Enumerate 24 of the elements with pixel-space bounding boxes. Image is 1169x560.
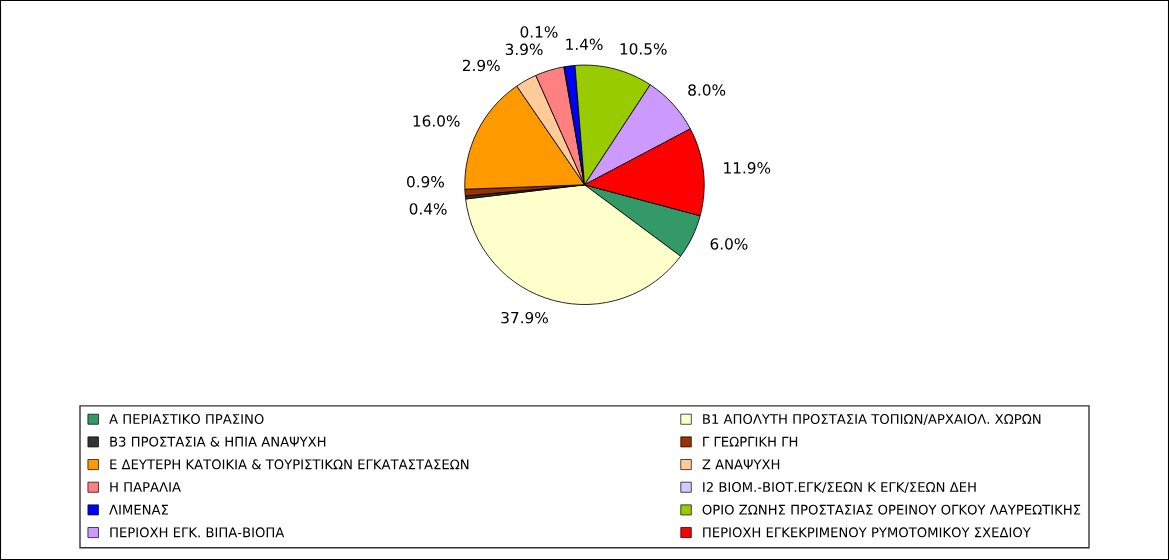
data-label: 0.9% bbox=[407, 175, 444, 188]
legend-label: Ι2 ΒΙΟΜ.-ΒΙΟΤ.ΕΓΚ/ΣΕΩΝ Κ ΕΓΚ/ΣΕΩΝ ΔΕΗ bbox=[703, 482, 976, 494]
data-label: 11.9% bbox=[724, 162, 771, 174]
data-label: 0.4% bbox=[409, 203, 447, 215]
data-label: 0.1% bbox=[520, 26, 558, 38]
legend-label: ΛΙΜΕΝΑΣ bbox=[109, 504, 169, 515]
legend-label: Ζ ΑΝΑΨΥΧΗ bbox=[702, 459, 780, 470]
legend-label: Β1 ΑΠΟΛΥΤΗ ΠΡΟΣΤΑΣΙΑ ΤΟΠΙΩΝ/ΑΡΧΑΙΟΛ. ΧΩΡΩΝ bbox=[703, 414, 1041, 426]
data-label: 3.9% bbox=[505, 43, 543, 56]
legend-label: ΟΡΙΟ ΖΩΝΗΣ ΠΡΟΣΤΑΣΙΑΣ ΟΡΕΙΝΟΥ ΟΓΚΟΥ ΛΑΥΡΕΩΤΙΚΗΣ bbox=[702, 504, 1081, 515]
legend-label: Ε ΔΕΥΤΕΡΗ ΚΑΤΟΙΚΙΑ & ΤΟΥΡΙΣΤΙΚΩΝ ΕΓΚΑΤΑΣΤΑΣΕΩΝ bbox=[110, 459, 469, 470]
legend-label: Γ ΓΕΩΡΓΙΚΗ ΓΗ bbox=[703, 436, 798, 447]
data-label: 8.0% bbox=[688, 84, 726, 96]
data-label: 16.0% bbox=[413, 115, 460, 127]
legend-label: Α ΠΕΡΙΑΣΤΙΚΟ ΠΡΑΣΙΝΟ bbox=[109, 414, 264, 424]
legend-label: Η ΠΑΡΑΛΙΑ bbox=[110, 482, 181, 492]
data-label: 6.0% bbox=[710, 238, 748, 250]
data-label: 37.9% bbox=[501, 311, 548, 324]
legend-label: Β3 ΠΡΟΣΤΑΣΙΑ & ΗΠΙΑ ΑΝΑΨΥΧΗ bbox=[110, 436, 326, 447]
legend-label: ΠΕΡΙΟΧΗ ΕΓΚ. ΒΙΠΑ-ΒΙΟΠΑ bbox=[110, 527, 285, 538]
data-label: 1.4% bbox=[566, 38, 603, 51]
legend-label: ΠΕΡΙΟΧΗ ΕΓΚΕΚΡΙΜΕΝΟΥ ΡΥΜΟΤΟΜΙΚΟΥ ΣΧΕΔΙΟΥ bbox=[703, 527, 1031, 538]
data-label: 2.9% bbox=[462, 59, 500, 72]
data-label: 10.5% bbox=[620, 43, 667, 55]
